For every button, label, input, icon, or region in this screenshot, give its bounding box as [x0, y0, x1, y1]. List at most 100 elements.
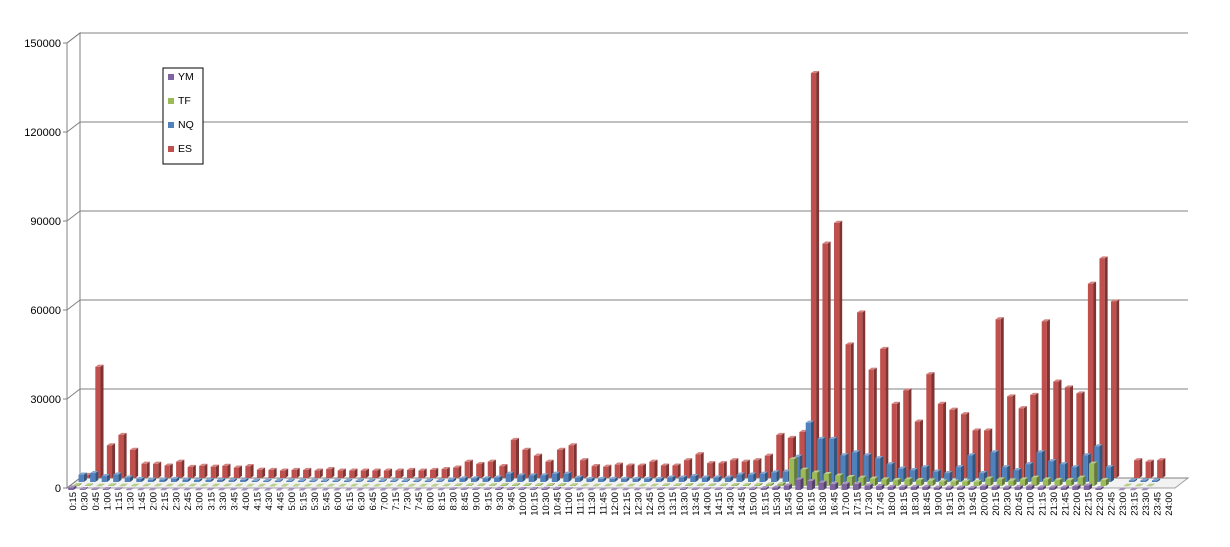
- x-tick-label: 23:15: [1130, 492, 1141, 516]
- x-tick-label: 1:45: [137, 492, 148, 511]
- bar-nq: [78, 472, 87, 482]
- bar-nq: [182, 477, 191, 482]
- bar-tf: [373, 483, 382, 487]
- bar-tf: [188, 483, 197, 487]
- bar-ym: [945, 485, 954, 490]
- bar-es: [891, 401, 900, 478]
- bar-nq: [286, 478, 295, 482]
- bar-es: [707, 461, 716, 478]
- bar-ym: [576, 487, 585, 491]
- bar-tf: [1054, 477, 1063, 486]
- x-tick-label: 18:45: [922, 492, 933, 516]
- bar-tf: [1019, 477, 1028, 486]
- bar-ym: [1049, 485, 1058, 490]
- bar-es: [741, 459, 750, 478]
- bar-tf: [96, 483, 105, 487]
- bar-tf: [835, 473, 844, 486]
- bar-nq: [655, 476, 664, 482]
- legend-swatch: [168, 122, 174, 128]
- bar-tf: [454, 483, 463, 486]
- x-tick-label: 2:45: [183, 492, 194, 511]
- bar-ym: [714, 487, 723, 490]
- legend-label: YM: [178, 71, 194, 83]
- x-tick-label: 10:00: [518, 492, 529, 516]
- bar-es: [880, 346, 889, 478]
- bar-es: [395, 468, 404, 478]
- bar-ym: [437, 487, 446, 491]
- bar-nq: [424, 478, 434, 482]
- x-tick-label: 10:15: [529, 492, 540, 516]
- bar-tf: [581, 483, 590, 487]
- bar-nq: [159, 477, 168, 482]
- y-tick-label: 90000: [30, 216, 61, 228]
- bar-ym: [368, 487, 377, 491]
- bar-tf: [892, 477, 902, 486]
- bar-ym: [195, 487, 204, 491]
- bar-es: [914, 419, 923, 478]
- bar-ym: [148, 487, 158, 491]
- x-tick-label: 9:45: [506, 492, 517, 511]
- bar-ym: [460, 487, 469, 490]
- bar-ym: [125, 487, 135, 491]
- gridline: [66, 210, 1188, 222]
- bar-ym: [599, 487, 608, 491]
- x-tick-label: 0:15: [68, 492, 79, 511]
- bar-ym: [1026, 484, 1035, 490]
- legend-swatch: [168, 98, 174, 104]
- bar-tf: [523, 483, 532, 486]
- bar-ym: [391, 487, 400, 491]
- x-tick-label: 20:00: [980, 492, 991, 516]
- x-tick-label: 20:30: [1003, 492, 1014, 516]
- bar-tf: [1146, 483, 1155, 487]
- bar-es: [776, 432, 785, 478]
- bar-ym: [218, 487, 227, 491]
- bar-nq: [228, 478, 237, 482]
- bar-tf: [165, 483, 174, 487]
- bar-tf: [742, 483, 751, 486]
- bar-nq: [586, 476, 595, 482]
- bar-nq: [355, 478, 364, 482]
- bar-ym: [252, 487, 262, 491]
- bar-nq: [621, 476, 630, 482]
- bar-es: [279, 468, 289, 478]
- bar-tf: [765, 482, 775, 486]
- bar-tf: [131, 483, 140, 487]
- bar-es: [372, 468, 381, 478]
- bar-es: [256, 467, 266, 478]
- bar-ym: [956, 485, 966, 490]
- x-tick-label: 2:00: [149, 492, 160, 511]
- bar-tf: [881, 477, 890, 486]
- bar-es: [314, 468, 323, 478]
- x-tick-label: 13:00: [656, 492, 667, 516]
- bar-es: [453, 465, 462, 478]
- bar-ym: [853, 481, 862, 490]
- bar-nq: [193, 477, 203, 482]
- bar-tf: [938, 479, 948, 486]
- bar-ym: [356, 487, 365, 491]
- bar-tf: [177, 483, 186, 487]
- bar-es: [833, 220, 843, 478]
- bar-ym: [1003, 485, 1012, 490]
- bar-nq: [1036, 450, 1045, 482]
- bar-nq: [1059, 462, 1068, 482]
- legend-item-es: ES: [168, 143, 192, 155]
- bar-tf: [1135, 483, 1144, 487]
- x-tick-label: 6:45: [368, 492, 379, 511]
- bar-nq: [805, 420, 814, 482]
- bar-es: [245, 464, 254, 478]
- side-wall: [66, 31, 81, 490]
- bar-es: [95, 364, 104, 478]
- x-tick-label: 7:00: [379, 492, 390, 511]
- bar-es: [626, 463, 635, 478]
- y-axis-tick-labels: 0 30000 60000 90000 120000 150000: [24, 38, 61, 495]
- bar-ym: [760, 486, 769, 490]
- bar-nq: [470, 476, 480, 482]
- bar-tf: [731, 483, 740, 486]
- bar-es: [1053, 379, 1062, 478]
- bar-ym: [1037, 485, 1046, 490]
- bar-tf: [1123, 483, 1132, 487]
- bar-ym: [1141, 487, 1150, 491]
- bar-es: [487, 459, 496, 478]
- x-tick-label: 16:30: [818, 492, 829, 516]
- x-tick-label: 1:30: [125, 492, 136, 511]
